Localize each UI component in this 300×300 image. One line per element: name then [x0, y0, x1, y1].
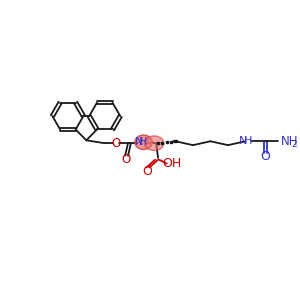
Text: OH: OH: [162, 157, 181, 170]
Text: O: O: [112, 137, 121, 150]
Text: O: O: [122, 153, 131, 166]
Text: N: N: [134, 137, 143, 147]
Text: O: O: [142, 165, 152, 178]
Text: 2: 2: [291, 140, 297, 149]
Text: O: O: [260, 150, 270, 163]
Text: NH: NH: [281, 135, 299, 148]
Text: N: N: [239, 136, 248, 146]
Text: H: H: [139, 137, 148, 147]
Text: H: H: [244, 136, 253, 146]
Ellipse shape: [145, 136, 164, 151]
Ellipse shape: [135, 135, 152, 149]
